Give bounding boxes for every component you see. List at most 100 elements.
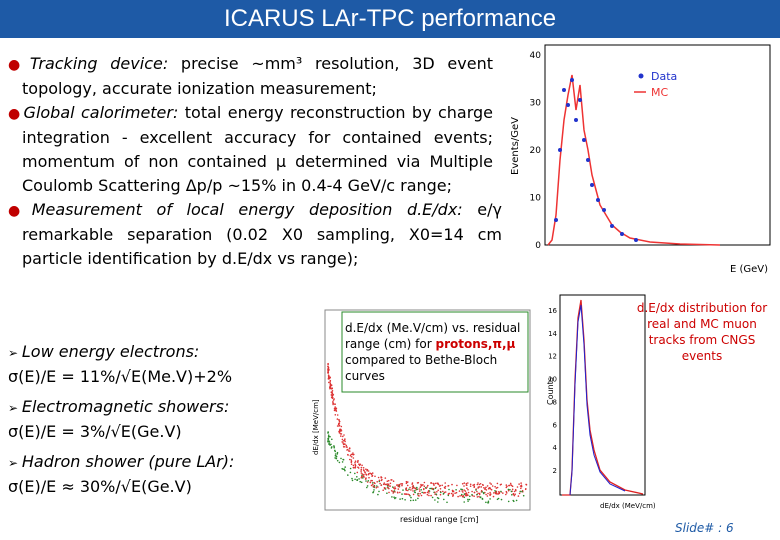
y-tick-label: 6 xyxy=(553,421,558,429)
dot xyxy=(485,489,488,491)
dot xyxy=(367,480,370,482)
dot xyxy=(465,482,468,485)
dot xyxy=(512,499,514,502)
dot xyxy=(352,457,355,459)
dot xyxy=(510,484,512,486)
y-tick-label: 30 xyxy=(530,99,542,109)
dot xyxy=(352,452,354,454)
dot xyxy=(456,484,458,487)
dot xyxy=(505,484,508,486)
dot xyxy=(333,445,335,448)
dot xyxy=(378,479,381,482)
dot xyxy=(479,496,482,498)
dot xyxy=(329,379,332,382)
dot xyxy=(434,482,437,485)
dot xyxy=(396,491,399,494)
dot xyxy=(394,497,396,500)
dot xyxy=(420,494,423,497)
dot xyxy=(331,446,333,448)
dot xyxy=(351,477,353,480)
dot xyxy=(413,486,415,489)
dot xyxy=(366,481,369,483)
dot xyxy=(358,463,360,466)
dot xyxy=(462,495,464,498)
dot xyxy=(419,486,422,489)
frame xyxy=(559,294,646,496)
y-tick-label: 14 xyxy=(548,330,557,338)
dot xyxy=(517,495,520,497)
dot xyxy=(497,497,500,500)
dot xyxy=(399,491,401,494)
dot xyxy=(417,497,419,500)
dot xyxy=(344,469,346,472)
dot xyxy=(420,483,422,486)
subitem: Hadron shower (pure LAr): σ(E)/E ≈ 30%/√E… xyxy=(8,450,298,499)
dot xyxy=(442,490,444,493)
dot xyxy=(349,454,352,457)
dot xyxy=(398,483,401,486)
dot xyxy=(451,483,453,486)
dot xyxy=(412,493,415,496)
dot xyxy=(419,492,422,495)
dot xyxy=(424,487,427,489)
dot xyxy=(486,495,489,497)
dot xyxy=(487,492,489,495)
dot xyxy=(430,487,433,490)
dot xyxy=(414,491,417,494)
dot xyxy=(327,435,330,438)
dot xyxy=(457,495,459,498)
y-tick-label: 12 xyxy=(548,353,557,361)
dot xyxy=(405,489,408,492)
lead: Measurement of local energy deposition d… xyxy=(31,200,463,219)
legend-label: Data xyxy=(651,70,677,83)
dot xyxy=(338,461,341,464)
dot xyxy=(381,478,383,481)
dot xyxy=(496,486,499,489)
dot xyxy=(420,489,423,491)
dot xyxy=(463,493,466,495)
dot xyxy=(347,454,349,456)
dot xyxy=(373,481,376,484)
dot xyxy=(389,485,391,487)
bullet: Global calorimeter: total energy reconst… xyxy=(8,101,493,198)
dot xyxy=(518,483,520,485)
caption-box xyxy=(341,311,529,393)
dot xyxy=(423,488,425,491)
dot xyxy=(442,492,445,495)
dot xyxy=(394,487,397,490)
dot xyxy=(367,473,370,476)
dot xyxy=(333,409,336,412)
dot xyxy=(392,490,394,493)
dot xyxy=(349,458,351,461)
dot xyxy=(412,499,415,502)
title: ICARUS LAr-TPC performance xyxy=(223,5,557,32)
dot xyxy=(375,486,378,489)
dot xyxy=(486,485,489,487)
y-tick-label: 10 xyxy=(530,194,542,204)
dot xyxy=(350,459,353,461)
lead: Low energy electrons: xyxy=(21,342,200,361)
dot xyxy=(329,381,331,383)
dot xyxy=(482,492,485,495)
caption: d.E/dx (Me.V/cm) vs. residual range (cm)… xyxy=(345,321,521,383)
dot xyxy=(430,494,432,497)
dot xyxy=(338,422,340,425)
dot xyxy=(467,488,469,491)
dot xyxy=(471,493,473,496)
dot xyxy=(357,467,360,469)
dot xyxy=(387,479,390,482)
dot xyxy=(340,435,342,437)
dot xyxy=(496,493,498,495)
dot xyxy=(476,490,478,493)
dot xyxy=(437,483,439,485)
dot xyxy=(412,484,415,487)
dot xyxy=(329,382,332,385)
dot xyxy=(409,499,412,502)
dot xyxy=(344,466,347,468)
dot xyxy=(397,488,400,490)
dot xyxy=(380,484,383,487)
dot xyxy=(334,454,337,457)
dot xyxy=(407,481,409,483)
dot xyxy=(396,484,398,486)
dot xyxy=(348,447,351,450)
